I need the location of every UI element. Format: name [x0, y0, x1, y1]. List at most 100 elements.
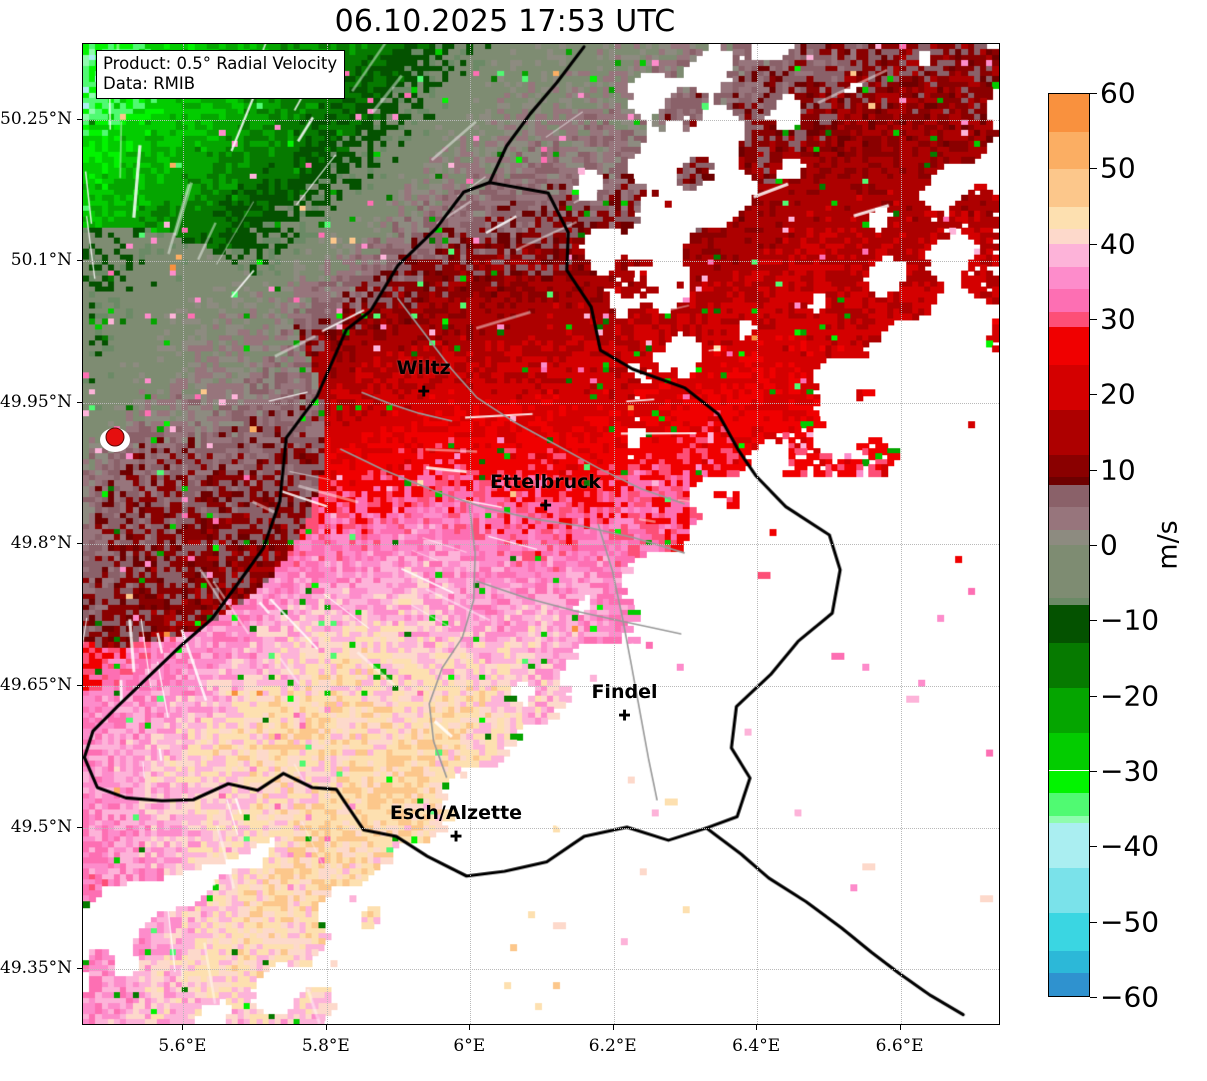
- city-label: Ettelbruck: [490, 471, 602, 494]
- colorbar-band: [1049, 311, 1089, 327]
- colorbar-band: [1049, 815, 1089, 824]
- colorbar-tick-mark: [1090, 545, 1097, 546]
- y-axis-tick-label: 50.25°N: [0, 108, 73, 129]
- colorbar-unit-label: m/s: [1152, 520, 1184, 570]
- y-axis-tick-label: 49.8°N: [10, 533, 72, 554]
- radar-reflectivity-canvas: [83, 44, 999, 1024]
- colorbar-tick-label: −30: [1100, 754, 1160, 788]
- colorbar-band: [1049, 605, 1089, 643]
- colorbar-tick-label: −40: [1100, 829, 1160, 863]
- city-cross-icon: ✚: [417, 382, 430, 401]
- colorbar-band: [1049, 950, 1089, 974]
- data-source-label: Data: RMIB: [103, 74, 196, 94]
- colorbar-band: [1049, 244, 1089, 267]
- product-info-box: Product: 0.5° Radial Velocity Data: RMIB: [96, 50, 346, 100]
- y-axis-tick-mark: [77, 826, 82, 828]
- y-axis-tick-mark: [77, 543, 82, 545]
- colorbar-band: [1049, 793, 1089, 816]
- colorbar-tick-mark: [1090, 846, 1097, 848]
- y-axis-tick-mark: [77, 968, 82, 970]
- y-axis-tick-mark: [77, 118, 82, 120]
- colorbar: [1048, 93, 1090, 997]
- city-label: Esch/Alzette: [389, 801, 523, 824]
- colorbar-band: [1049, 206, 1089, 230]
- colorbar-band: [1049, 477, 1089, 485]
- x-axis-tick-label: 6.6°E: [875, 1036, 924, 1056]
- city-cross-icon: ✚: [618, 706, 631, 725]
- colorbar-band: [1049, 770, 1089, 794]
- colorbar-band: [1049, 131, 1089, 170]
- y-axis-tick-label: 50.1°N: [10, 250, 72, 271]
- y-axis-tick-label: 49.5°N: [10, 816, 72, 837]
- colorbar-band: [1049, 545, 1089, 598]
- colorbar-tick-mark: [1090, 695, 1097, 697]
- product-label: Product: 0.5° Radial Velocity: [103, 54, 338, 73]
- y-axis-tick-label: 49.95°N: [0, 391, 73, 412]
- colorbar-band: [1049, 484, 1089, 508]
- x-axis-tick-mark: [469, 1025, 471, 1030]
- colorbar-band: [1049, 642, 1089, 688]
- colorbar-band: [1049, 913, 1089, 951]
- colorbar-tick-mark: [1090, 620, 1097, 622]
- colorbar-band: [1049, 229, 1089, 245]
- colorbar-tick-mark: [1090, 469, 1097, 471]
- colorbar-tick-mark: [1090, 394, 1097, 396]
- x-axis-tick-mark: [325, 1025, 327, 1030]
- colorbar-tick-label: 60: [1100, 76, 1136, 110]
- colorbar-tick-label: 30: [1100, 302, 1136, 336]
- colorbar-band: [1049, 364, 1089, 410]
- colorbar-tick-label: −60: [1100, 980, 1160, 1014]
- colorbar-tick-mark: [1090, 997, 1097, 998]
- colorbar-band: [1049, 687, 1089, 733]
- colorbar-band: [1049, 409, 1089, 455]
- x-axis-tick-label: 5.8°E: [301, 1036, 350, 1056]
- colorbar-band: [1049, 327, 1089, 365]
- x-axis-tick-label: 6.4°E: [732, 1036, 781, 1056]
- colorbar-band: [1049, 868, 1089, 914]
- x-axis-tick-mark: [612, 1025, 614, 1030]
- colorbar-tick-label: 20: [1100, 377, 1136, 411]
- radar-site-marker: [105, 427, 125, 447]
- y-axis-tick-mark: [77, 401, 82, 403]
- y-axis-tick-label: 49.65°N: [0, 675, 73, 696]
- colorbar-tick-mark: [1090, 921, 1097, 923]
- x-axis-tick-mark: [899, 1025, 901, 1030]
- city-label: Wiltz: [396, 356, 451, 379]
- y-axis-tick-mark: [77, 685, 82, 687]
- colorbar-tick-label: −10: [1100, 603, 1160, 637]
- colorbar-band: [1049, 973, 1089, 996]
- colorbar-band: [1049, 94, 1089, 132]
- colorbar-band: [1049, 597, 1089, 606]
- city-cross-icon: ✚: [539, 496, 552, 515]
- colorbar-tick-mark: [1090, 168, 1097, 170]
- colorbar-band: [1049, 266, 1089, 290]
- colorbar-tick-mark: [1090, 93, 1097, 94]
- colorbar-band: [1049, 507, 1089, 530]
- colorbar-tick-label: 10: [1100, 453, 1136, 487]
- colorbar-band: [1049, 169, 1089, 207]
- colorbar-tick-label: 40: [1100, 227, 1136, 261]
- colorbar-band: [1049, 823, 1089, 869]
- x-axis-tick-mark: [182, 1025, 184, 1030]
- x-axis-tick-label: 5.6°E: [158, 1036, 207, 1056]
- colorbar-tick-mark: [1090, 319, 1097, 320]
- colorbar-tick-mark: [1090, 771, 1097, 772]
- y-axis-tick-mark: [77, 260, 82, 262]
- radar-map-plot: Wiltz ✚ Ettelbruck ✚ Findel ✚ Esch/Alzette ✚: [82, 43, 1000, 1025]
- y-axis-tick-label: 49.35°N: [0, 958, 73, 979]
- x-axis-tick-mark: [756, 1025, 758, 1030]
- x-axis-tick-label: 6°E: [453, 1036, 486, 1056]
- colorbar-band: [1049, 289, 1089, 312]
- colorbar-band: [1049, 529, 1089, 545]
- page-title: 06.10.2025 17:53 UTC: [334, 4, 676, 39]
- colorbar-tick-label: −20: [1100, 679, 1160, 713]
- colorbar-band: [1049, 732, 1089, 771]
- colorbar-tick-label: 0: [1100, 528, 1118, 562]
- city-label: Findel: [591, 680, 658, 703]
- colorbar-tick-label: −50: [1100, 905, 1160, 939]
- colorbar-tick-mark: [1090, 243, 1097, 245]
- x-axis-tick-label: 6.2°E: [588, 1036, 637, 1056]
- city-cross-icon: ✚: [449, 827, 463, 846]
- colorbar-band: [1049, 454, 1089, 478]
- colorbar-gradient: [1048, 93, 1090, 997]
